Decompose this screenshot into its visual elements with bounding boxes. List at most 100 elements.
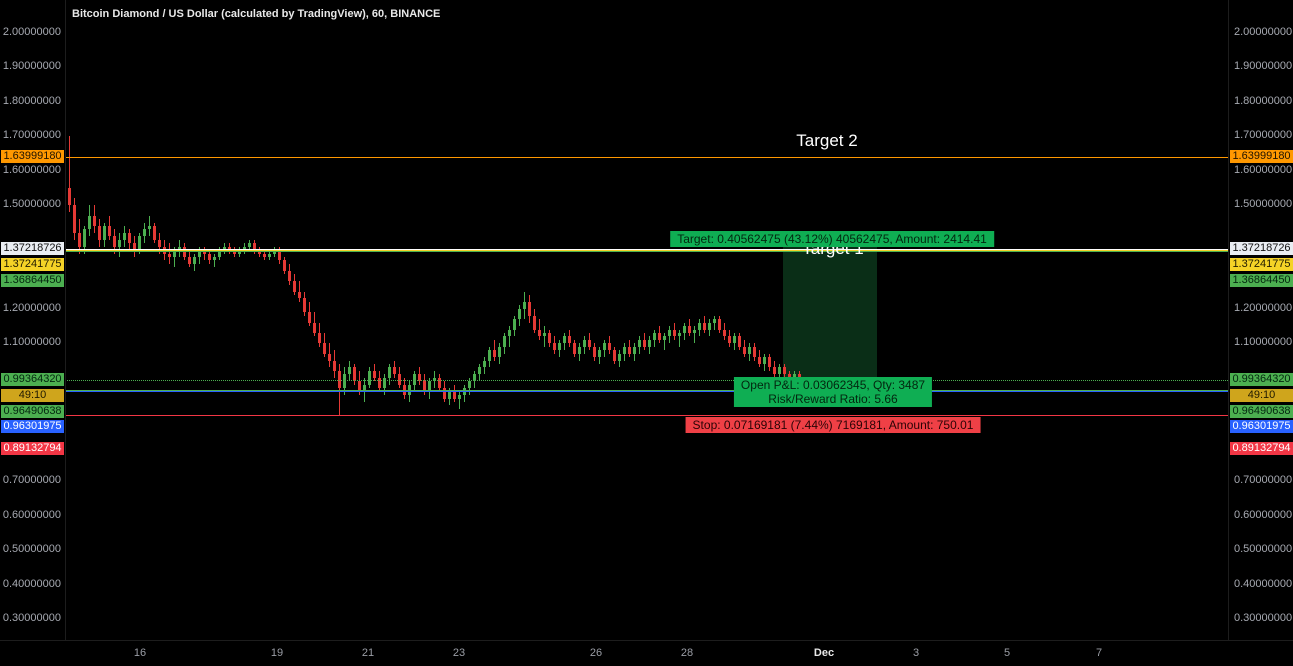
candle-body	[103, 226, 106, 240]
price-level-line[interactable]	[65, 157, 1228, 158]
candle-body	[153, 226, 156, 240]
candle-body	[253, 243, 256, 250]
time-tick-label: 26	[589, 647, 603, 659]
price-level-line[interactable]	[65, 249, 1228, 250]
candle-body	[113, 236, 116, 247]
risk-reward-text: Risk/Reward Ratio: 5.66	[768, 392, 898, 406]
price-tick-label: 0.30000000	[1234, 612, 1293, 624]
candle-body	[633, 347, 636, 354]
time-axis[interactable]: 16 19 21 23 26 28 Dec 3 5 7	[0, 640, 1293, 666]
candle-body	[188, 257, 191, 264]
candle-body	[783, 367, 786, 374]
candle-body	[763, 357, 766, 364]
candle-body	[558, 343, 561, 350]
target2-text-annotation[interactable]: Target 2	[796, 131, 858, 150]
candle-body	[333, 361, 336, 371]
candle-body	[578, 347, 581, 354]
price-level-line[interactable]	[65, 250, 1228, 251]
candle-body	[328, 354, 331, 361]
candle-body	[588, 340, 591, 347]
candle-body	[648, 340, 651, 347]
price-level-line[interactable]	[65, 380, 1228, 381]
candle-body	[758, 357, 761, 364]
candle-body	[143, 229, 146, 236]
candle-body	[353, 367, 356, 381]
candle-body	[203, 250, 206, 254]
candle-body	[313, 323, 316, 333]
symbol-legend[interactable]: Bitcoin Diamond / US Dollar (calculated …	[72, 8, 441, 20]
candle-body	[73, 205, 76, 233]
candle-body	[493, 350, 496, 357]
candle-body	[213, 257, 216, 260]
candle-body	[148, 226, 151, 229]
candle-body	[573, 343, 576, 354]
candle-body	[288, 271, 291, 281]
candle-body	[433, 378, 436, 381]
candle-body	[398, 374, 401, 385]
price-tick-label: 1.90000000	[1234, 60, 1293, 72]
candle-body	[243, 247, 246, 250]
right-price-axis[interactable]: 2.00000000 1.90000000 1.80000000 1.70000000…	[1228, 0, 1293, 640]
price-tick-label: 0.70000000	[2, 474, 61, 486]
candle-body	[688, 326, 691, 333]
candle-body	[768, 357, 771, 367]
candle-body	[658, 333, 661, 340]
price-tick-label: 1.50000000	[1234, 198, 1293, 210]
candle-body	[743, 347, 746, 354]
candle-body	[473, 374, 476, 381]
candle-body	[563, 336, 566, 343]
candle-body	[263, 254, 266, 257]
candlestick-series	[68, 136, 877, 415]
candle-body	[733, 336, 736, 343]
candle-body	[778, 367, 781, 374]
candle-body	[728, 336, 731, 343]
candle-body	[308, 312, 311, 323]
price-tick-label: 1.60000000	[1234, 164, 1293, 176]
candle-body	[533, 316, 536, 330]
price-level-line[interactable]	[65, 251, 1228, 252]
candle-body	[358, 381, 361, 392]
price-level-badge: 0.89132794	[1, 442, 64, 455]
candle-body	[428, 381, 431, 392]
price-tick-label: 0.40000000	[1234, 578, 1293, 590]
price-level-line[interactable]	[65, 415, 1228, 416]
candle-body	[418, 374, 421, 381]
candle-body	[583, 340, 586, 347]
price-level-badge: 1.36864450	[1230, 274, 1293, 287]
candle-body	[388, 367, 391, 378]
candle-body	[303, 298, 306, 312]
candle-body	[753, 347, 756, 357]
candle-body	[228, 247, 231, 250]
chart-pane[interactable]: Target 2 Target 1 Target: 0.40562475 (43…	[0, 0, 1293, 640]
bar-countdown-badge: 49:10	[1, 389, 64, 402]
candle-body	[698, 323, 701, 330]
candle-body	[83, 229, 86, 247]
position-pnl-label[interactable]: Open P&L: 0.03062345, Qty: 3487 Risk/Rew…	[733, 377, 933, 407]
time-tick-label: 23	[452, 647, 466, 659]
price-level-badge: 0.96490638	[1230, 405, 1293, 418]
price-tick-label: 1.80000000	[1234, 95, 1293, 107]
position-stop-label[interactable]: Stop: 0.07169181 (7.44%) 7169181, Amount…	[685, 417, 981, 433]
price-level-badge: 0.96301975	[1, 420, 64, 433]
time-tick-label: 19	[270, 647, 284, 659]
candle-body	[618, 354, 621, 361]
price-level-badge: 1.37218726	[1230, 242, 1293, 255]
time-tick-label: Dec	[813, 647, 835, 659]
left-price-axis[interactable]: 2.00000000 1.90000000 1.80000000 1.70000000…	[0, 0, 66, 640]
price-level-badge: 1.37218726	[1, 242, 64, 255]
price-level-line[interactable]	[65, 391, 1228, 392]
price-level-badge: 1.36864450	[1, 274, 64, 287]
position-profit-zone[interactable]	[783, 240, 877, 380]
candle-body	[608, 343, 611, 350]
candle-body	[708, 323, 711, 330]
candle-body	[453, 392, 456, 399]
candle-body	[128, 233, 131, 243]
candle-body	[468, 381, 471, 388]
candle-body	[78, 233, 81, 247]
candle-body	[553, 343, 556, 350]
candle-body	[628, 347, 631, 354]
price-level-line[interactable]	[65, 390, 1228, 391]
position-target-label[interactable]: Target: 0.40562475 (43.12%) 40562475, Am…	[670, 231, 994, 247]
candle-body	[653, 333, 656, 340]
